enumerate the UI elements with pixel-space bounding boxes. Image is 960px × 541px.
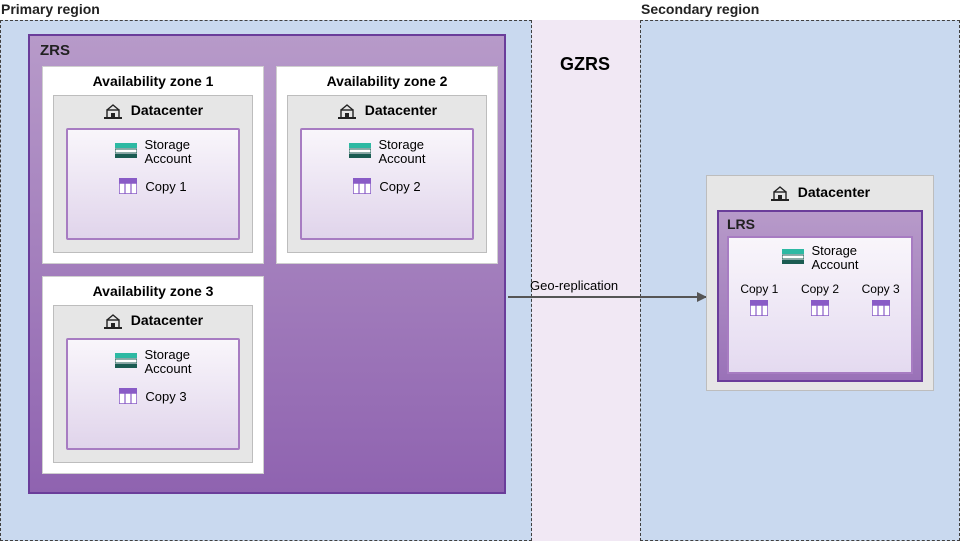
az1-dc-label: Datacenter <box>131 102 203 118</box>
lrs-copy2-label: Copy 2 <box>801 282 839 296</box>
copy-icon <box>872 300 890 316</box>
az1-dc-header: Datacenter <box>54 102 252 120</box>
storage-icon <box>115 353 137 371</box>
lrs-copy-3: Copy 3 <box>862 282 900 316</box>
storage-icon <box>115 143 137 161</box>
az1-copy-label: Copy 1 <box>145 179 186 194</box>
lrs-copy-2: Copy 2 <box>801 282 839 316</box>
copy-icon <box>119 178 137 194</box>
datacenter-icon <box>770 184 790 202</box>
az2-storage-account: Storage Account Copy 2 <box>300 128 474 240</box>
availability-zone-2: Availability zone 2 Datacenter Storage A… <box>276 66 498 264</box>
sec-dc-header: Datacenter <box>707 184 933 202</box>
geo-replication-arrow <box>508 296 706 298</box>
copy-icon <box>750 300 768 316</box>
lrs-copies: Copy 1 Copy 2 Copy 3 <box>729 282 911 316</box>
lrs-sa-label: Storage Account <box>812 244 859 272</box>
datacenter-icon <box>337 102 357 120</box>
az2-copy-label: Copy 2 <box>379 179 420 194</box>
zrs-container: ZRS Availability zone 1 Datacenter Stora… <box>28 34 506 494</box>
storage-icon <box>782 249 804 267</box>
copy-icon <box>353 178 371 194</box>
az3-datacenter: Datacenter Storage Account Copy 3 <box>53 305 253 463</box>
copy-icon <box>119 388 137 404</box>
az2-sa-label: Storage Account <box>379 138 426 166</box>
az3-copy-label: Copy 3 <box>145 389 186 404</box>
storage-icon <box>349 143 371 161</box>
az3-title: Availability zone 3 <box>43 277 263 305</box>
geo-replication-label: Geo-replication <box>530 278 618 293</box>
copy-icon <box>811 300 829 316</box>
lrs-label: LRS <box>719 212 921 236</box>
az1-storage-account: Storage Account Copy 1 <box>66 128 240 240</box>
primary-region-label: Primary region <box>1 1 100 17</box>
secondary-region-label: Secondary region <box>641 1 759 17</box>
sec-dc-label: Datacenter <box>798 184 870 200</box>
lrs-copy-1: Copy 1 <box>740 282 778 316</box>
gzrs-title: GZRS <box>560 54 610 75</box>
az3-dc-header: Datacenter <box>54 312 252 330</box>
datacenter-icon <box>103 312 123 330</box>
az1-title: Availability zone 1 <box>43 67 263 95</box>
secondary-datacenter: Datacenter LRS Storage Account Copy 1 Co… <box>706 175 934 391</box>
lrs-storage-account: Storage Account Copy 1 Copy 2 Copy 3 <box>727 236 913 374</box>
lrs-container: LRS Storage Account Copy 1 Copy 2 Copy 3 <box>717 210 923 382</box>
az2-dc-header: Datacenter <box>288 102 486 120</box>
az1-datacenter: Datacenter Storage Account Copy 1 <box>53 95 253 253</box>
availability-zone-1: Availability zone 1 Datacenter Storage A… <box>42 66 264 264</box>
lrs-copy3-label: Copy 3 <box>862 282 900 296</box>
availability-zone-3: Availability zone 3 Datacenter Storage A… <box>42 276 264 474</box>
zrs-label: ZRS <box>40 42 70 59</box>
az2-title: Availability zone 2 <box>277 67 497 95</box>
az3-sa-label: Storage Account <box>145 348 192 376</box>
az3-storage-account: Storage Account Copy 3 <box>66 338 240 450</box>
az1-sa-label: Storage Account <box>145 138 192 166</box>
az3-dc-label: Datacenter <box>131 312 203 328</box>
lrs-copy1-label: Copy 1 <box>740 282 778 296</box>
datacenter-icon <box>103 102 123 120</box>
az2-dc-label: Datacenter <box>365 102 437 118</box>
az2-datacenter: Datacenter Storage Account Copy 2 <box>287 95 487 253</box>
